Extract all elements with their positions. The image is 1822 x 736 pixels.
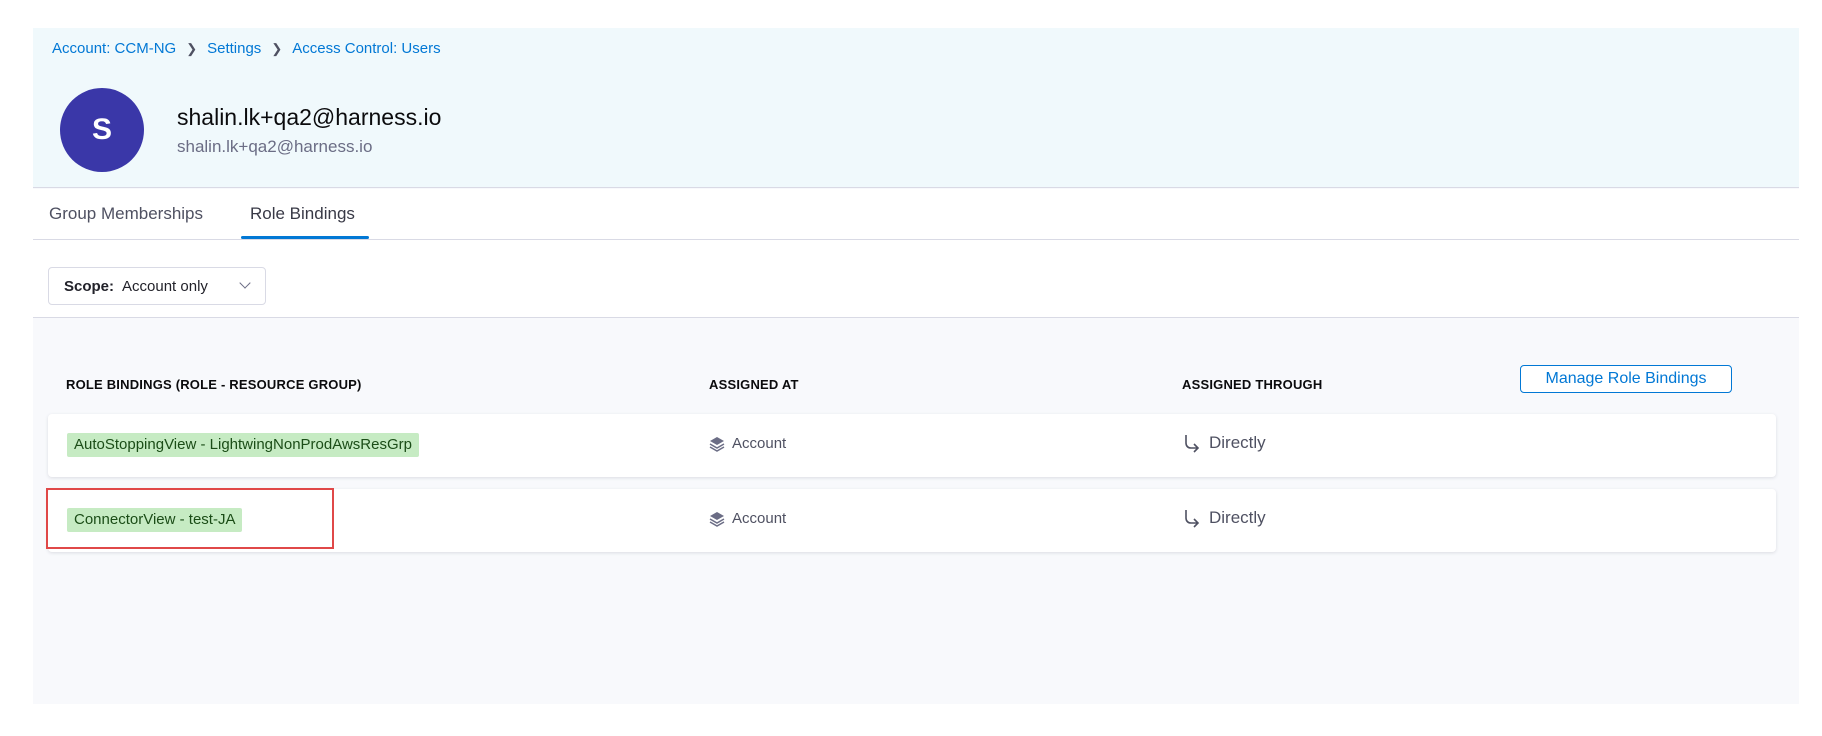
column-header-assigned-at: ASSIGNED AT [709,377,799,392]
chevron-down-icon [239,277,251,289]
column-header-assigned-through: ASSIGNED THROUGH [1182,377,1323,392]
avatar: S [60,88,144,172]
active-tab-indicator [241,236,369,239]
scope-label: Scope: [64,277,115,295]
chevron-right-icon: ❯ [186,40,198,56]
assigned-at-text: Account [732,435,787,452]
assigned-at-text: Account [732,510,787,527]
user-email: shalin.lk+qa2@harness.io [177,137,373,156]
scope-value: Account only [122,277,208,295]
breadcrumb: Account: CCM-NG ❯ Settings ❯ Access Cont… [52,40,441,57]
table-row: ConnectorView - test-JA Account Directly [48,489,1776,552]
manage-role-bindings-button[interactable]: Manage Role Bindings [1520,365,1732,393]
scope-dropdown[interactable]: Scope: Account only [48,267,266,305]
filter-bar: Scope: Account only [33,240,1799,318]
page-header: Account: CCM-NG ❯ Settings ❯ Access Cont… [33,28,1799,188]
highlight-box [46,488,334,549]
layers-icon [709,511,725,527]
assigned-at-cell: Account [709,510,786,527]
breadcrumb-account[interactable]: Account: CCM-NG [52,40,177,57]
tab-group-memberships[interactable]: Group Memberships [49,204,204,223]
assigned-through-text: Directly [1209,508,1266,527]
column-header-role-bindings: ROLE BINDINGS (ROLE - RESOURCE GROUP) [66,377,362,392]
tab-bar: Group Memberships Role Bindings [33,189,1799,240]
assigned-through-text: Directly [1209,433,1266,452]
assigned-at-cell: Account [709,435,786,452]
user-details-page: Account: CCM-NG ❯ Settings ❯ Access Cont… [33,28,1799,704]
role-binding-tag: AutoStoppingView - LightwingNonProdAwsRe… [67,433,419,457]
table-row: AutoStoppingView - LightwingNonProdAwsRe… [48,414,1776,477]
role-binding-tag: ConnectorView - test-JA [67,508,243,532]
tab-role-bindings[interactable]: Role Bindings [250,204,355,223]
assigned-through-cell: Directly [1182,433,1266,453]
breadcrumb-settings[interactable]: Settings [207,40,262,57]
direct-arrow-icon [1185,435,1200,453]
chevron-right-icon: ❯ [271,40,283,56]
direct-arrow-icon [1185,510,1200,528]
breadcrumb-access-control[interactable]: Access Control: Users [292,40,441,57]
assigned-through-cell: Directly [1182,508,1266,528]
layers-icon [709,436,725,452]
user-name: shalin.lk+qa2@harness.io [177,104,442,130]
